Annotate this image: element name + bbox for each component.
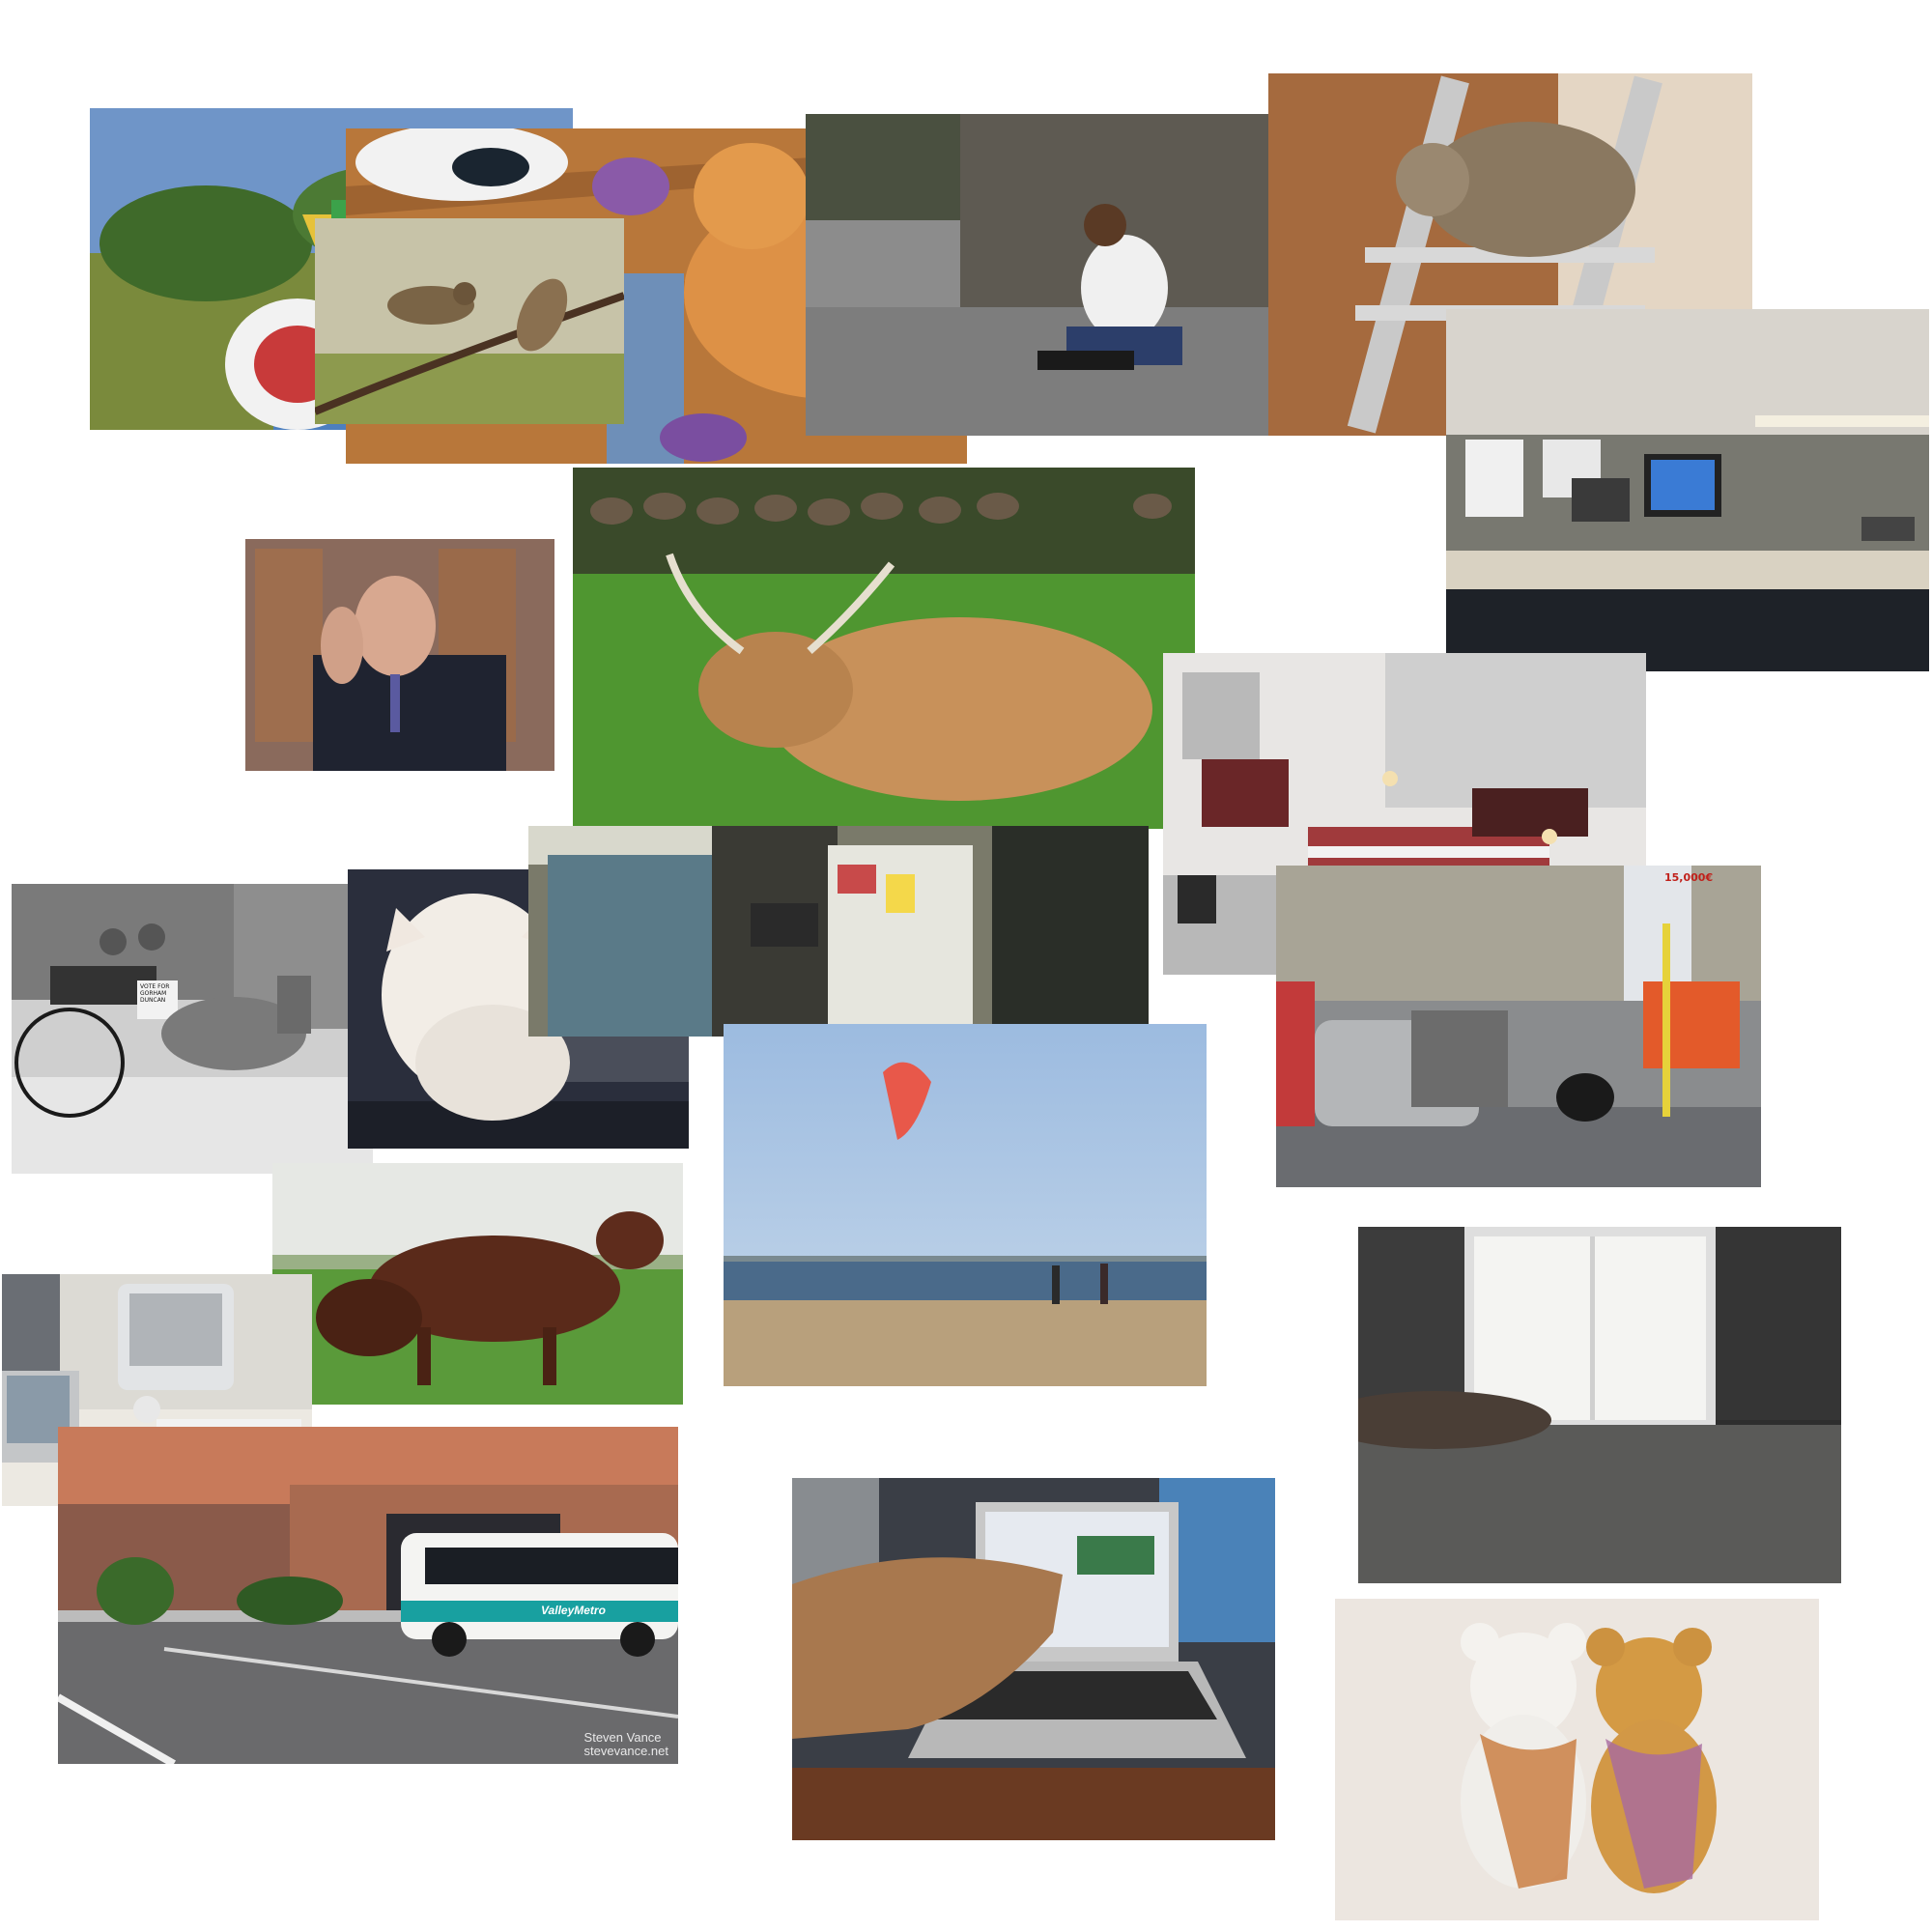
highland-cattle-image [573,468,1195,829]
bus-watermark: Steven Vance stevevance.net [584,1731,668,1758]
photo-man-webcam [245,539,554,771]
photo-skateboarder [806,114,1269,436]
birds-branch-image [315,218,624,424]
laptop-typing-image [792,1478,1275,1840]
photo-horse-cart: VOTE FOR GORHAM DUNCAN [12,884,373,1174]
bus-brand-text: ValleyMetro [541,1604,606,1617]
horse-cart-image [12,884,373,1174]
photo-teddy-bears [1335,1599,1819,1920]
traffic-billboard-text: 15,000€ [1664,871,1714,884]
photo-street-traffic: 15,000€ [1276,866,1761,1187]
street-traffic-image [1276,866,1761,1187]
photo-bedroom-window [1358,1227,1841,1583]
photo-city-bus: ValleyMetro Steven Vance stevevance.net [58,1427,678,1764]
kitchen-fridge-image [528,826,1149,1037]
watermark-url: stevevance.net [583,1744,668,1758]
cows-field-image [272,1163,683,1405]
skateboarder-image [806,114,1269,436]
photo-laptop-typing [792,1478,1275,1840]
photo-kitchen-fridge [528,826,1149,1037]
bedroom-window-image [1358,1227,1841,1583]
photo-kite-beach [724,1024,1207,1386]
photo-birds-branch [315,218,624,424]
photo-office-cubicle [1446,309,1929,671]
office-cubicle-image [1446,309,1929,671]
man-webcam-image [245,539,554,771]
watermark-name: Steven Vance [583,1730,662,1745]
cart-sign-text: VOTE FOR GORHAM DUNCAN [140,983,170,1004]
city-bus-image [58,1427,678,1764]
kite-beach-image [724,1024,1207,1386]
photo-cows-field [272,1163,683,1405]
teddy-bears-image [1335,1599,1819,1920]
photo-highland-cattle [573,468,1195,829]
